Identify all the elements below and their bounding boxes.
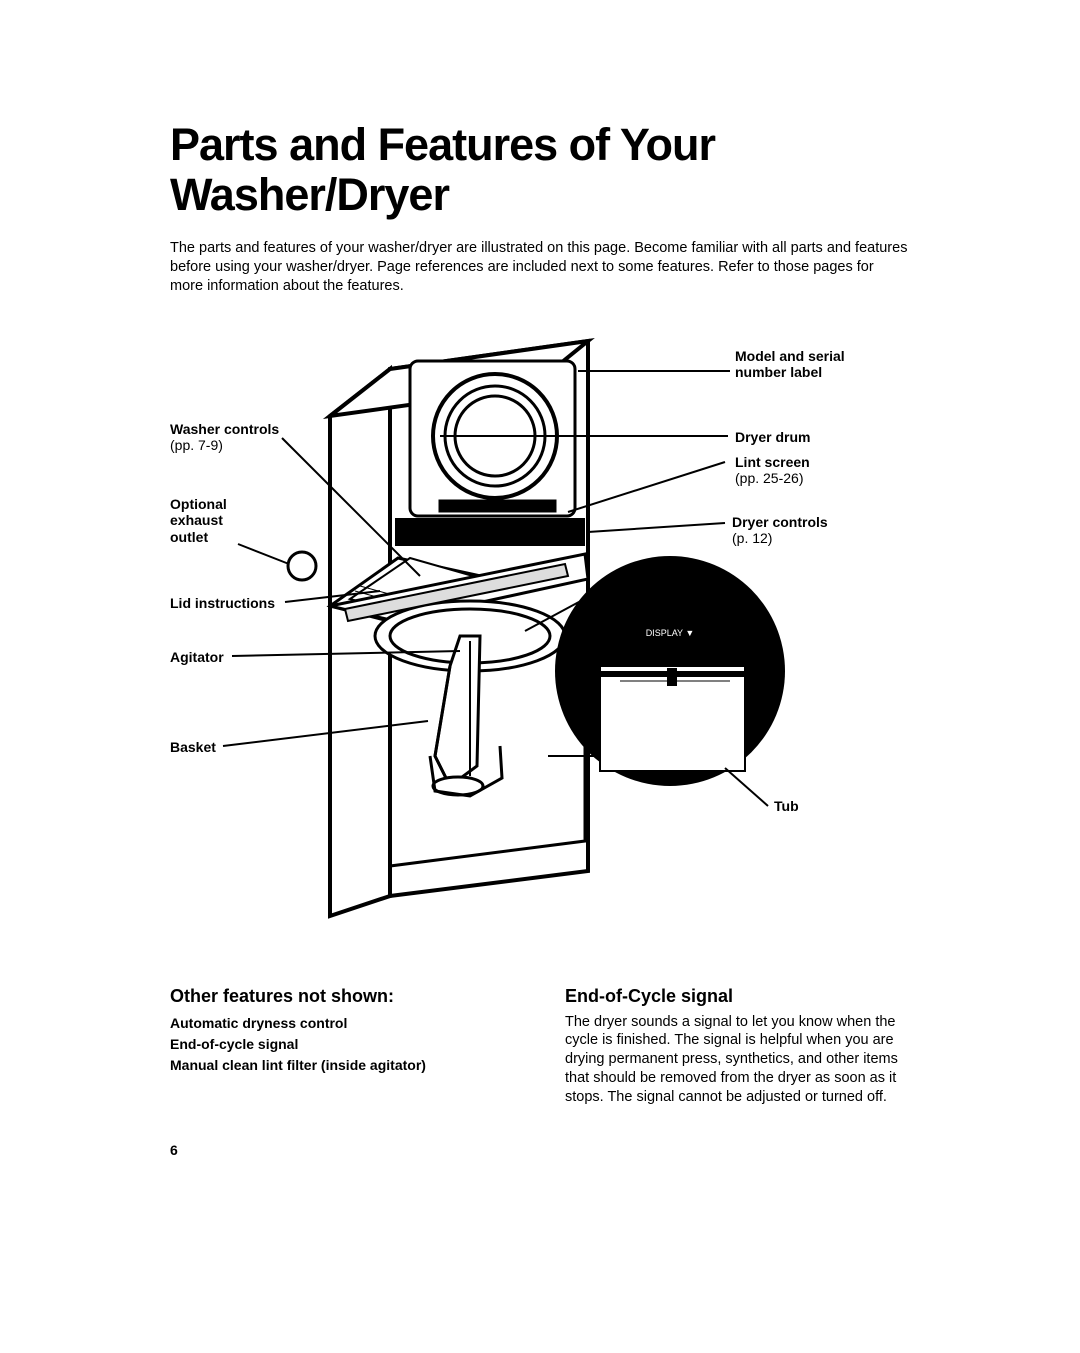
label-lint-screen: Lint screen (pp. 25-26) — [735, 454, 810, 488]
other-features-heading: Other features not shown: — [170, 986, 515, 1007]
label-exhaust-outlet: Optional exhaust outlet — [170, 496, 240, 546]
feature-item: Automatic dryness control — [170, 1013, 515, 1034]
diagram-container: DISPLAY ▼ Washer controls (pp. 7-9) — [170, 326, 910, 946]
label-tub: Tub — [774, 798, 799, 815]
end-of-cycle-body: The dryer sounds a signal to let you kno… — [565, 1013, 910, 1107]
label-basket: Basket — [170, 739, 216, 756]
bottom-columns: Other features not shown: Automatic dryn… — [170, 986, 910, 1107]
label-lid-instructions: Lid instructions — [170, 595, 275, 612]
page-number: 6 — [170, 1142, 178, 1158]
label-agitator: Agitator — [170, 649, 224, 666]
washer-dryer-diagram: DISPLAY ▼ — [170, 326, 910, 946]
label-dryer-drum: Dryer drum — [735, 429, 810, 446]
inset-label: DISPLAY ▼ — [646, 628, 695, 638]
page-title: Parts and Features of Your Washer/Dryer — [170, 120, 910, 219]
feature-item: End-of-cycle signal — [170, 1034, 515, 1055]
feature-item: Manual clean lint filter (inside agitato… — [170, 1055, 515, 1076]
label-model-serial: Model and serial number label — [735, 348, 865, 382]
intro-paragraph: The parts and features of your washer/dr… — [170, 239, 910, 296]
end-of-cycle-heading: End-of-Cycle signal — [565, 986, 910, 1007]
right-column: End-of-Cycle signal The dryer sounds a s… — [565, 986, 910, 1107]
left-column: Other features not shown: Automatic dryn… — [170, 986, 515, 1107]
page-container: Parts and Features of Your Washer/Dryer … — [0, 0, 1080, 1147]
label-washer-controls: Washer controls (pp. 7-9) — [170, 421, 279, 455]
feature-list: Automatic dryness control End-of-cycle s… — [170, 1013, 515, 1076]
label-dryer-controls: Dryer controls (p. 12) — [732, 514, 828, 548]
